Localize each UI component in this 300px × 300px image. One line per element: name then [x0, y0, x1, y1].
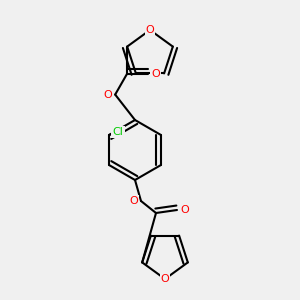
Text: O: O: [180, 205, 189, 215]
Text: Cl: Cl: [112, 127, 124, 137]
Text: O: O: [151, 69, 160, 79]
Text: O: O: [103, 90, 112, 100]
Text: O: O: [146, 25, 154, 35]
Text: O: O: [129, 196, 138, 206]
Text: O: O: [160, 274, 169, 284]
